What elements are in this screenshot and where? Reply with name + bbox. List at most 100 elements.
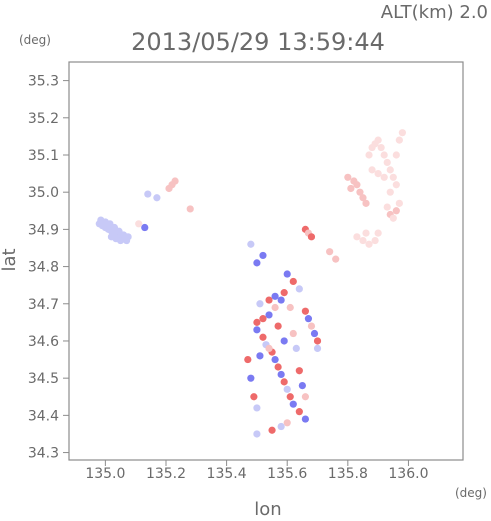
x-tick-label-5: 136.0: [388, 466, 428, 482]
data-point-91: [295, 408, 303, 416]
data-point-25: [141, 223, 149, 232]
y-tick-label-2: 34.5: [28, 371, 59, 387]
data-point-61: [374, 229, 382, 237]
data-point-116: [274, 322, 282, 330]
y-axis-label: lat: [0, 248, 20, 271]
data-point-68: [253, 259, 261, 267]
data-point-103: [244, 355, 252, 364]
data-point-33: [362, 199, 370, 207]
x-tick-label-0: 135.0: [85, 466, 125, 482]
data-point-67: [332, 255, 340, 263]
data-point-88: [283, 385, 291, 393]
x-tick-label-3: 135.6: [267, 466, 307, 482]
data-point-96: [253, 430, 261, 438]
y-tick-label-4: 34.7: [28, 297, 59, 313]
data-point-43: [389, 173, 397, 181]
data-point-112: [265, 296, 273, 304]
data-point-74: [280, 289, 288, 297]
y-tick-label-9: 35.2: [28, 111, 59, 127]
data-point-109: [295, 367, 303, 375]
data-points: [95, 129, 406, 438]
data-point-86: [277, 370, 285, 379]
data-point-113: [271, 292, 279, 300]
data-point-39: [377, 143, 385, 152]
data-point-89: [286, 393, 294, 401]
data-point-93: [283, 419, 291, 427]
data-point-108: [292, 344, 300, 353]
data-point-111: [301, 393, 309, 401]
data-point-41: [383, 158, 391, 167]
y-tick-label-3: 34.6: [28, 334, 59, 350]
data-point-27: [186, 205, 194, 213]
data-point-55: [392, 207, 400, 215]
data-point-104: [247, 374, 255, 382]
data-point-47: [380, 173, 388, 181]
x-tick-label-4: 135.8: [328, 466, 368, 482]
y-tick-label-8: 35.1: [28, 148, 59, 164]
data-point-75: [277, 296, 285, 304]
data-point-95: [268, 426, 276, 434]
data-point-97: [301, 307, 309, 315]
data-point-81: [259, 333, 267, 341]
data-point-20: [144, 190, 152, 198]
data-point-24: [171, 177, 179, 185]
x-axis-unit: (deg): [455, 486, 487, 500]
data-point-52: [383, 203, 391, 211]
data-point-35: [365, 151, 373, 159]
y-tick-label-1: 34.4: [28, 408, 59, 424]
data-point-106: [253, 404, 261, 412]
y-axis-unit: (deg): [19, 33, 51, 47]
data-point-16: [124, 233, 132, 241]
data-point-40: [380, 151, 388, 159]
data-point-84: [271, 355, 279, 364]
data-point-79: [253, 318, 261, 326]
y-tick-label-10: 35.3: [28, 74, 59, 90]
data-point-71: [283, 270, 291, 278]
data-point-51: [398, 129, 406, 137]
x-axis-label: lon: [254, 499, 281, 520]
data-point-38: [374, 136, 382, 144]
data-point-65: [307, 233, 316, 241]
data-point-72: [289, 277, 297, 286]
data-point-32: [359, 194, 367, 202]
data-point-28: [344, 173, 352, 181]
data-point-105: [250, 393, 258, 401]
data-point-45: [368, 166, 376, 174]
data-point-101: [313, 337, 322, 345]
data-point-99: [307, 322, 316, 330]
data-point-92: [301, 415, 309, 423]
data-point-77: [265, 311, 273, 319]
data-point-60: [371, 236, 379, 245]
data-point-34: [347, 184, 355, 193]
data-point-62: [362, 229, 370, 237]
y-tick-label-7: 35.0: [28, 185, 59, 201]
data-point-57: [353, 233, 361, 241]
data-point-30: [353, 181, 361, 189]
y-axis-ticks: 34.3 34.4 34.5 34.6 34.7 34.8 34.9 35.0 35.1 35.2…: [28, 74, 69, 462]
data-point-107: [289, 329, 297, 338]
data-point-70: [247, 240, 255, 248]
data-point-73: [295, 285, 303, 293]
data-point-98: [304, 315, 313, 323]
data-point-110: [298, 382, 306, 390]
data-point-117: [280, 337, 288, 345]
data-point-100: [310, 329, 319, 338]
x-tick-label-2: 135.4: [207, 466, 247, 482]
data-point-115: [256, 300, 264, 308]
data-point-50: [395, 136, 403, 144]
data-point-85: [274, 363, 282, 371]
data-point-19: [107, 233, 116, 241]
data-point-44: [392, 181, 400, 189]
data-point-56: [395, 199, 403, 207]
y-tick-label-6: 34.9: [28, 222, 59, 238]
plot-frame: [68, 61, 464, 461]
data-point-94: [277, 422, 285, 431]
data-point-90: [289, 400, 297, 408]
data-point-76: [271, 303, 279, 312]
data-point-78: [259, 315, 267, 323]
data-point-54: [389, 214, 397, 222]
data-point-42: [386, 166, 394, 174]
data-point-118: [265, 344, 273, 353]
chart-subtitle: ALT(km) 2.0: [381, 2, 488, 23]
data-point-31: [356, 188, 364, 196]
